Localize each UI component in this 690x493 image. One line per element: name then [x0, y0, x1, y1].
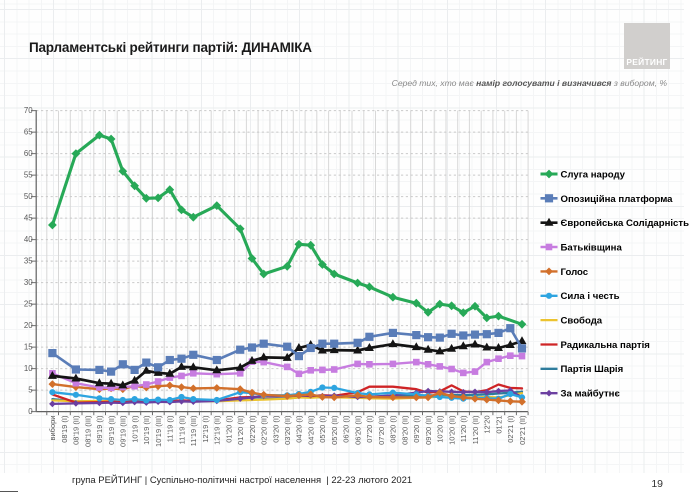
svg-text:09'20 (I): 09'20 (I) [412, 415, 421, 443]
svg-text:09'19 (I): 09'19 (I) [95, 415, 104, 443]
svg-text:03'20 (II): 03'20 (II) [283, 415, 292, 445]
svg-text:11'19 (III): 11'19 (III) [189, 415, 198, 446]
svg-text:12'20: 12'20 [483, 416, 492, 434]
svg-text:Радикальна партія: Радикальна партія [561, 340, 650, 351]
svg-text:09'19 (II): 09'19 (II) [107, 415, 116, 445]
svg-text:10: 10 [24, 364, 33, 373]
svg-text:10'20 (I): 10'20 (I) [436, 415, 445, 443]
svg-text:02'21 (II): 02'21 (II) [518, 415, 527, 445]
svg-text:02'21 (I): 02'21 (I) [506, 415, 515, 443]
svg-text:Батьківщина: Батьківщина [561, 242, 623, 253]
svg-text:10'19 (II): 10'19 (II) [142, 415, 151, 445]
svg-text:11'20 (II): 11'20 (II) [471, 415, 480, 444]
svg-text:10'20 (II): 10'20 (II) [447, 415, 456, 445]
svg-text:01'20 (I): 01'20 (I) [224, 415, 233, 443]
svg-text:05'20 (I): 05'20 (I) [318, 415, 327, 443]
svg-text:Свобода: Свобода [561, 316, 603, 327]
svg-text:Європейська Солідарність: Європейська Солідарність [561, 218, 690, 229]
svg-text:12'19 (I): 12'19 (I) [201, 415, 210, 443]
svg-text:08'19 (II): 08'19 (II) [72, 415, 81, 445]
svg-text:20: 20 [24, 321, 33, 330]
svg-text:04'20 (I): 04'20 (I) [295, 415, 304, 443]
svg-text:12'19 (II): 12'19 (II) [213, 415, 222, 445]
svg-text:Опозиційна платформа: Опозиційна платформа [561, 194, 674, 205]
svg-text:15: 15 [24, 343, 33, 352]
svg-text:06'20 (II): 06'20 (II) [353, 415, 362, 445]
svg-text:11'19 (II): 11'19 (II) [177, 415, 186, 444]
svg-text:70: 70 [24, 106, 33, 115]
svg-text:10'19 (I): 10'19 (I) [130, 415, 139, 443]
svg-text:06'20 (I): 06'20 (I) [342, 415, 351, 443]
svg-text:50: 50 [24, 192, 33, 201]
svg-text:Голос: Голос [561, 267, 589, 278]
svg-text:01'21: 01'21 [494, 416, 503, 434]
svg-text:08'20 (II): 08'20 (II) [400, 415, 409, 445]
svg-text:02'20 (I): 02'20 (I) [248, 415, 257, 443]
svg-text:05'20 (II): 05'20 (II) [330, 415, 339, 445]
svg-text:08'20 (I): 08'20 (I) [389, 415, 398, 443]
svg-text:55: 55 [24, 171, 33, 180]
svg-text:Партія Шарія: Партія Шарія [561, 364, 624, 375]
svg-text:09'19 (III): 09'19 (III) [119, 415, 128, 447]
svg-text:10'19 (III): 10'19 (III) [154, 415, 163, 447]
svg-text:25: 25 [24, 300, 33, 309]
svg-text:0: 0 [28, 407, 33, 416]
svg-text:5: 5 [28, 386, 33, 395]
svg-text:08'19 (I): 08'19 (I) [60, 415, 69, 443]
svg-text:01'20 (II): 01'20 (II) [236, 415, 245, 445]
svg-text:09'20 (II): 09'20 (II) [424, 415, 433, 445]
svg-text:Слуга народу: Слуга народу [561, 169, 626, 180]
svg-text:35: 35 [24, 257, 33, 266]
svg-text:За майбутнє: За майбутнє [561, 389, 621, 400]
svg-text:40: 40 [24, 235, 33, 244]
svg-text:07'20 (I): 07'20 (I) [365, 415, 374, 443]
svg-text:03'20 (I): 03'20 (I) [271, 415, 280, 443]
svg-text:11'19 (I): 11'19 (I) [166, 415, 175, 442]
svg-text:02'20 (II): 02'20 (II) [260, 415, 269, 445]
svg-text:Сила і честь: Сила і честь [561, 291, 620, 302]
svg-text:30: 30 [24, 278, 33, 287]
svg-text:11'20 (I): 11'20 (I) [459, 415, 468, 442]
svg-text:45: 45 [24, 214, 33, 223]
svg-text:04'20 (II): 04'20 (II) [307, 415, 316, 445]
svg-text:07'20 (II): 07'20 (II) [377, 415, 386, 445]
svg-text:60: 60 [24, 149, 33, 158]
svg-text:вибори: вибори [48, 416, 57, 441]
svg-text:08'19 (III): 08'19 (III) [83, 415, 92, 447]
svg-text:65: 65 [24, 128, 33, 137]
